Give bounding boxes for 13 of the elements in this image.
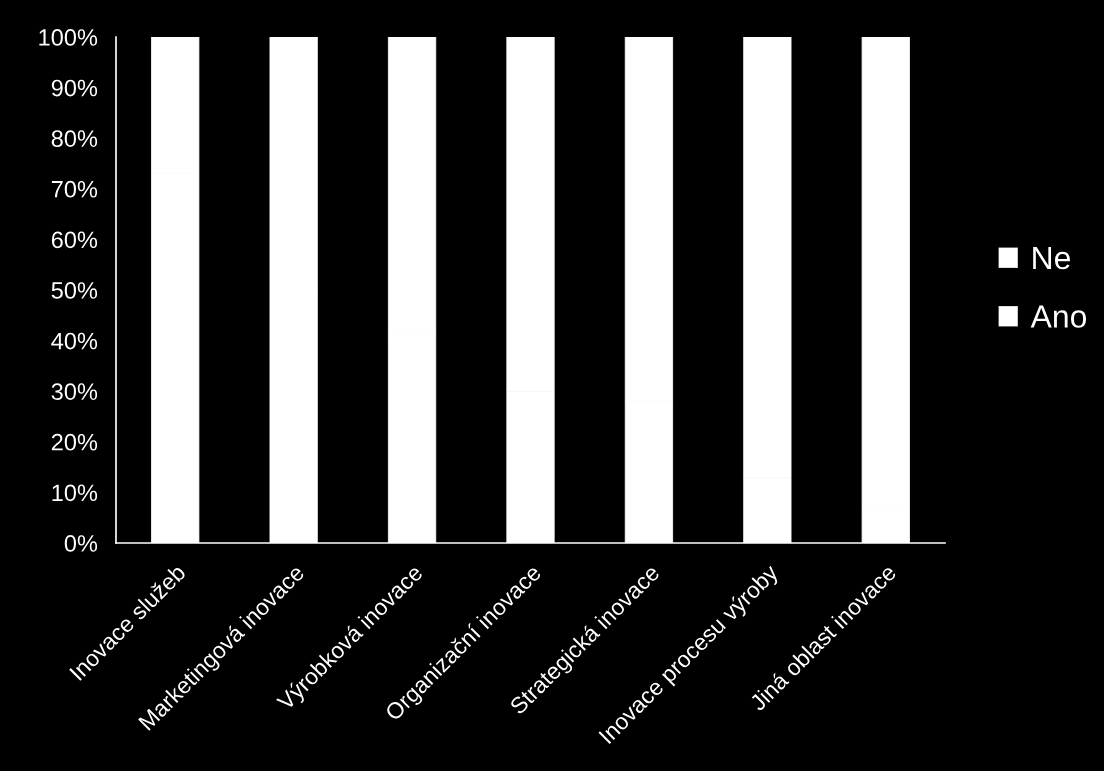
y-tick-label: 80% [51,130,98,147]
legend-label: Ne [1033,247,1070,270]
y-tick-label: 90% [51,79,98,97]
y-tick-label: 100% [39,29,98,46]
y-tick-label: 40% [51,332,98,350]
y-tick-label: 0% [64,535,98,552]
y-tick-label: 20% [51,433,98,451]
y-tick-label: 50% [51,282,98,299]
y-tick-label: 70% [51,180,98,198]
y-tick-label: 10% [52,484,98,502]
legend-label: Ano [1030,305,1087,328]
y-tick-label: 60% [51,231,98,249]
y-tick-label: 30% [51,383,98,400]
